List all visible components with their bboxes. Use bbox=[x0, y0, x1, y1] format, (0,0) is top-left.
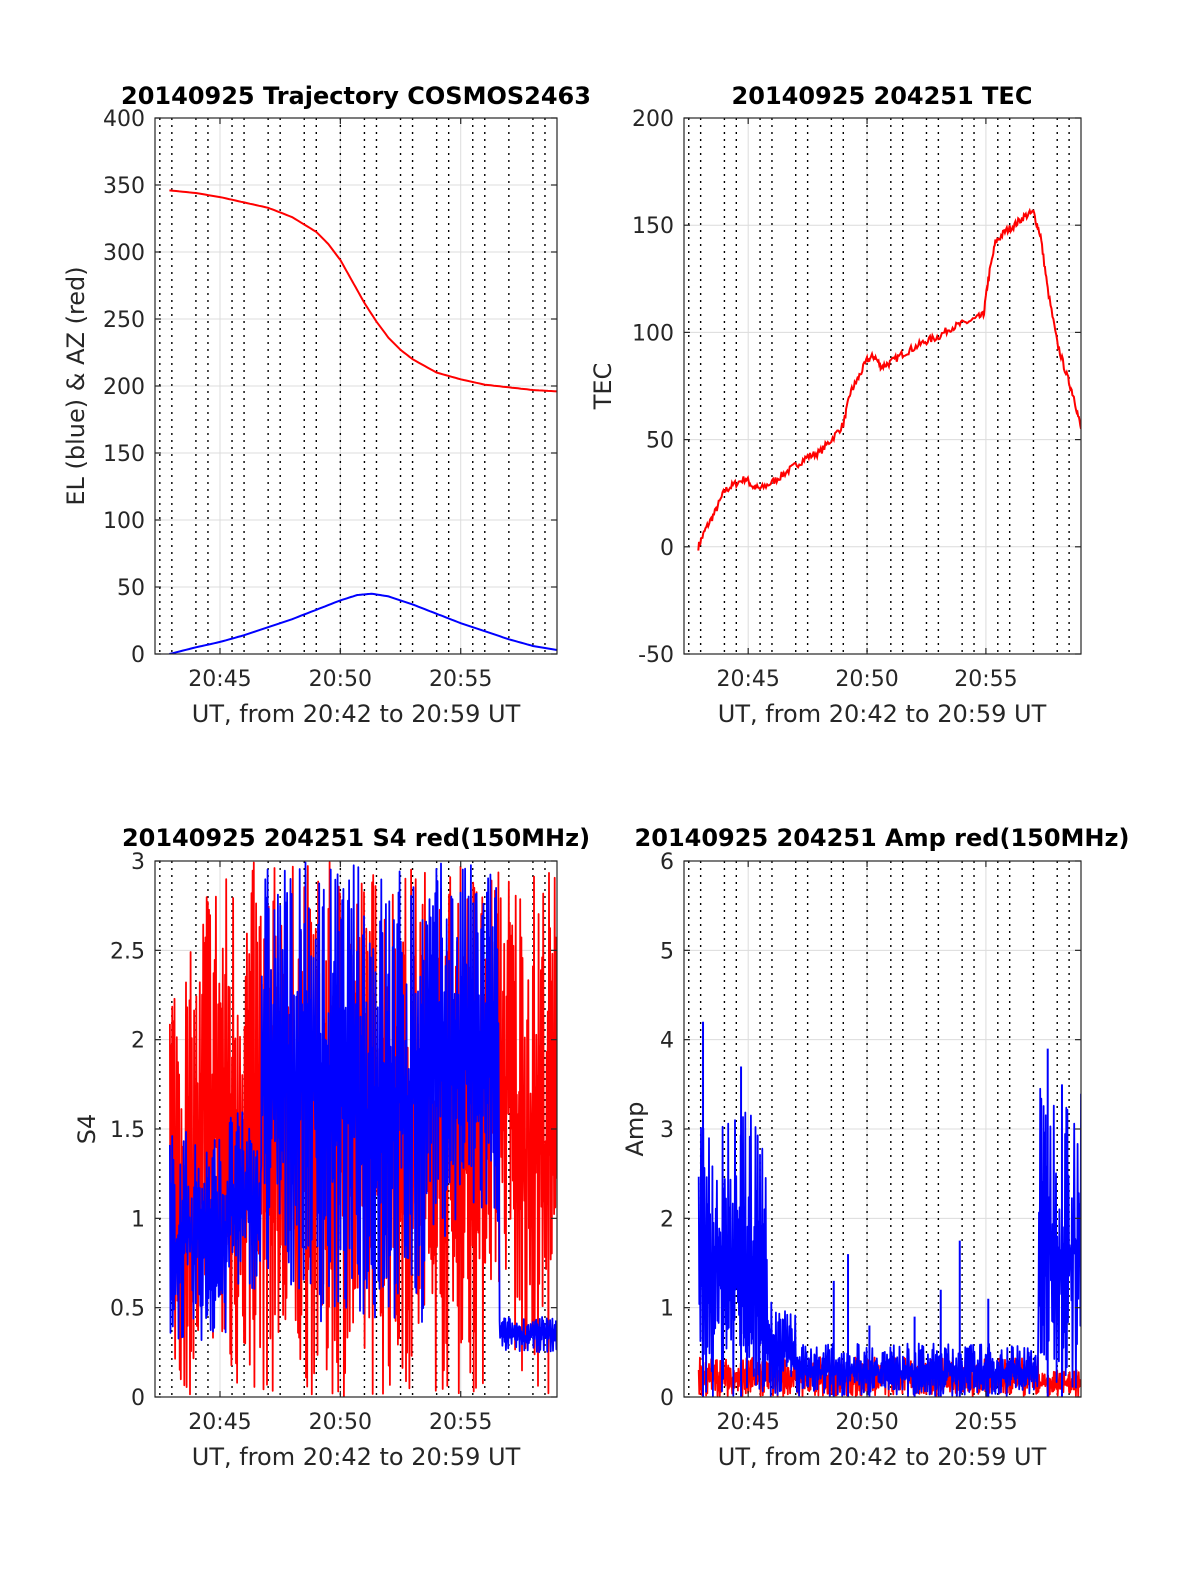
y-tick-label: 150 bbox=[632, 214, 674, 239]
panel-amp-title: 20140925 204251 Amp red(150MHz) bbox=[635, 824, 1130, 852]
panel-tec: -50 0 50 100 150 200 20:45 20:50 20:55 20140925 … bbox=[589, 82, 1082, 728]
y-tick-label: 6 bbox=[660, 850, 674, 875]
y-tick-label: 0 bbox=[660, 1386, 674, 1411]
panel-tec-xlabel: UT, from 20:42 to 20:59 UT bbox=[718, 700, 1047, 728]
x-tick-label: 20:45 bbox=[716, 667, 779, 692]
y-tick-label: 4 bbox=[660, 1029, 674, 1054]
panel-tec-series bbox=[697, 207, 1081, 551]
y-tick-label: 1 bbox=[660, 1297, 674, 1322]
y-tick-label: 200 bbox=[103, 375, 145, 400]
y-tick-label: -50 bbox=[638, 643, 674, 668]
y-tick-label: 0.5 bbox=[110, 1297, 145, 1322]
y-tick-label: 1.5 bbox=[110, 1118, 145, 1143]
series-blue-line bbox=[169, 592, 557, 654]
panel-amp-ylabel: Amp bbox=[621, 1101, 649, 1156]
y-tick-label: 2 bbox=[131, 1029, 145, 1054]
x-tick-label: 20:50 bbox=[835, 1410, 898, 1435]
x-tick-label: 20:55 bbox=[954, 667, 1017, 692]
y-tick-label: 0 bbox=[660, 536, 674, 561]
panel-amp-series bbox=[697, 1021, 1081, 1397]
y-tick-label: 100 bbox=[632, 321, 674, 346]
x-tick-label: 20:55 bbox=[429, 667, 492, 692]
x-tick-label: 20:50 bbox=[835, 667, 898, 692]
x-tick-label: 20:45 bbox=[188, 667, 251, 692]
panel-trajectory-series bbox=[169, 189, 557, 654]
x-tick-label: 20:45 bbox=[188, 1410, 251, 1435]
panel-tec-ticks: -50 0 50 100 150 200 20:45 20:50 20:55 bbox=[632, 107, 1081, 692]
y-tick-label: 3 bbox=[660, 1118, 674, 1143]
y-tick-label: 5 bbox=[660, 939, 674, 964]
panel-trajectory-xlabel: UT, from 20:42 to 20:59 UT bbox=[192, 700, 521, 728]
panel-trajectory-title: 20140925 Trajectory COSMOS2463 bbox=[121, 82, 591, 110]
panel-s4-title: 20140925 204251 S4 red(150MHz) bbox=[122, 824, 590, 852]
y-tick-label: 0 bbox=[131, 643, 145, 668]
y-tick-label: 100 bbox=[103, 509, 145, 534]
y-tick-label: 150 bbox=[103, 442, 145, 467]
x-tick-label: 20:50 bbox=[309, 667, 372, 692]
panel-tec-ylabel: TEC bbox=[589, 363, 617, 411]
series-red-line bbox=[697, 207, 1081, 551]
series-blue-line bbox=[697, 1087, 1081, 1397]
x-tick-label: 20:55 bbox=[429, 1410, 492, 1435]
x-tick-label: 20:50 bbox=[309, 1410, 372, 1435]
y-tick-label: 1 bbox=[131, 1207, 145, 1232]
panel-amp: 0 1 2 3 4 5 6 20:45 20:50 20:55 20140925 204251 A… bbox=[621, 824, 1129, 1471]
series-blue-line bbox=[168, 861, 557, 1354]
y-tick-label: 2 bbox=[660, 1207, 674, 1232]
y-tick-label: 50 bbox=[117, 576, 145, 601]
x-tick-label: 20:45 bbox=[716, 1410, 779, 1435]
panel-trajectory-ylabel: EL (blue) & AZ (red) bbox=[62, 266, 90, 505]
panel-amp-xlabel: UT, from 20:42 to 20:59 UT bbox=[718, 1443, 1047, 1471]
panel-tec-title: 20140925 204251 TEC bbox=[732, 82, 1033, 110]
y-tick-label: 200 bbox=[632, 107, 674, 132]
y-tick-label: 50 bbox=[646, 429, 674, 454]
panel-amp-ticks: 0 1 2 3 4 5 6 20:45 20:50 20:55 bbox=[660, 850, 1081, 1435]
y-tick-label: 350 bbox=[103, 174, 145, 199]
y-tick-label: 300 bbox=[103, 241, 145, 266]
y-tick-label: 400 bbox=[103, 107, 145, 132]
panel-s4-series bbox=[168, 861, 557, 1397]
panel-s4-xlabel: UT, from 20:42 to 20:59 UT bbox=[192, 1443, 521, 1471]
panel-tec-frame bbox=[683, 117, 1082, 655]
panel-trajectory-ticks: 0 50 100 150 200 250 300 350 400 20:45 20:50 20:55 bbox=[103, 107, 557, 692]
series-red-line bbox=[169, 189, 557, 393]
y-tick-label: 2.5 bbox=[110, 939, 145, 964]
y-tick-label: 250 bbox=[103, 308, 145, 333]
y-tick-label: 0 bbox=[131, 1386, 145, 1411]
x-tick-label: 20:55 bbox=[954, 1410, 1017, 1435]
panel-s4-ticks: 0 0.5 1 1.5 2 2.5 3 20:45 20:50 20:55 bbox=[110, 850, 557, 1435]
y-tick-label: 3 bbox=[131, 850, 145, 875]
panel-s4: 0 0.5 1 1.5 2 2.5 3 20:45 20:50 20:55 20140925 20… bbox=[73, 824, 590, 1471]
panel-s4-ylabel: S4 bbox=[73, 1114, 101, 1145]
